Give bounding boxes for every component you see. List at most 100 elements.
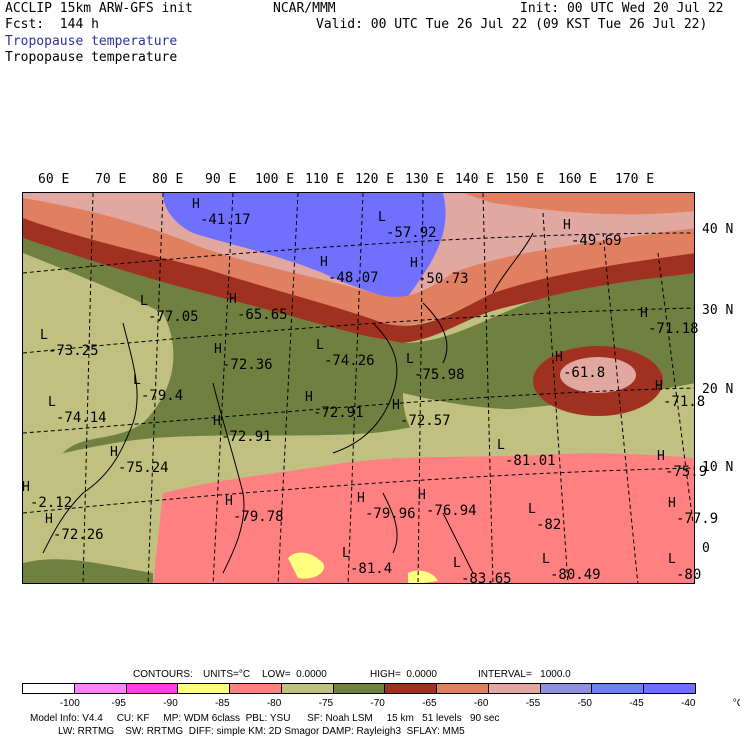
extremum-value: -80.49: [550, 567, 601, 583]
extremum-value: -49.69: [571, 233, 622, 249]
contours-interval: INTERVAL= 1000.0: [478, 669, 571, 680]
extremum-marker: L: [542, 552, 550, 567]
extremum-marker: H: [214, 342, 222, 357]
colorbar-swatch: [487, 683, 541, 694]
colorbar-tick: -80: [266, 698, 282, 709]
colorbar-tick: -45: [629, 698, 644, 709]
extremum-value: -79.96: [365, 506, 416, 522]
field-minus85-patch: [288, 552, 324, 579]
colorbar-tick: -50: [577, 698, 592, 709]
latitude-label: 20 N: [702, 382, 734, 397]
colorbar-swatch: [643, 683, 696, 694]
run-title: ACCLIP 15km ARW-GFS init: [5, 1, 193, 16]
longitude-label: 160 E: [558, 172, 598, 187]
extremum-value: -79.78: [233, 509, 284, 525]
longitude-label: 140 E: [455, 172, 495, 187]
extremum-value: -75.24: [118, 460, 169, 476]
extremum-marker: H: [320, 255, 328, 270]
contours-units: UNITS=°C: [203, 669, 251, 680]
longitude-label: 80 E: [152, 172, 184, 187]
latitude-label: 30 N: [702, 303, 734, 318]
extremum-value: -81.4: [350, 561, 393, 577]
longitude-label: 110 E: [305, 172, 345, 187]
contours-label: CONTOURS:: [133, 669, 193, 680]
contours-low: LOW= 0.0000: [262, 669, 327, 680]
extremum-marker: H: [110, 445, 118, 460]
extremum-marker: H: [45, 512, 53, 527]
extremum-value: -82: [536, 517, 562, 533]
extremum-marker: L: [133, 373, 141, 388]
longitude-label: 150 E: [505, 172, 545, 187]
map-panel: [22, 192, 695, 584]
extremum-value: -73.25: [48, 343, 99, 359]
extremum-value: -41.17: [200, 212, 251, 228]
colorbar-swatch: [22, 683, 75, 694]
extremum-value: -77.05: [148, 309, 199, 325]
extremum-marker: H: [192, 197, 200, 212]
center-name: NCAR/MMM: [273, 1, 336, 16]
colorbar-tick: -75: [318, 698, 334, 709]
extremum-marker: H: [357, 491, 365, 506]
map-field: [23, 193, 694, 583]
extremum-value: -65.65: [237, 307, 288, 323]
extremum-value: -72.91: [221, 429, 272, 445]
colorbar-swatch: [73, 683, 127, 694]
longitude-label: 70 E: [95, 172, 127, 187]
colorbar-swatch: [384, 683, 438, 694]
extremum-marker: H: [225, 494, 233, 509]
extremum-marker: L: [528, 502, 536, 517]
extremum-marker: L: [48, 395, 56, 410]
colorbar-swatch: [332, 683, 386, 694]
field-title-2: Tropopause temperature: [5, 50, 178, 65]
extremum-marker: L: [342, 546, 350, 561]
extremum-value: -72.36: [222, 357, 273, 373]
extremum-marker: H: [410, 256, 418, 271]
extremum-marker: L: [406, 352, 414, 367]
extremum-value: -72.57: [400, 413, 451, 429]
field-title-1: Tropopause temperature: [5, 34, 178, 49]
extremum-value: -48.07: [328, 270, 379, 286]
colorbar-tick: -60: [473, 698, 489, 709]
extremum-marker: H: [555, 350, 563, 365]
field-minus40-band: [163, 193, 446, 303]
contours-high: HIGH= 0.0000: [370, 669, 437, 680]
longitude-label: 90 E: [205, 172, 237, 187]
longitude-label: 100 E: [255, 172, 295, 187]
longitude-label: 60 E: [38, 172, 70, 187]
colorbar-swatch: [125, 683, 179, 694]
colorbar-swatch: [436, 683, 489, 694]
extremum-marker: H: [640, 306, 648, 321]
colorbar-tick: -40: [681, 698, 696, 709]
init-time: Init: 00 UTC Wed 20 Jul 22: [520, 1, 724, 16]
colorbar-tick: -85: [215, 698, 230, 709]
extremum-marker: L: [497, 438, 505, 453]
extremum-marker: H: [668, 496, 676, 511]
colorbar-swatch: [177, 683, 231, 694]
extremum-value: -76.94: [426, 503, 477, 519]
extremum-value: -72.26: [53, 527, 104, 543]
model-info-line-1: Model Info: V4.4 CU: KF MP: WDM 6class P…: [30, 713, 500, 724]
extremum-marker: H: [22, 480, 30, 495]
colorbar-tick: °C: [732, 698, 740, 709]
forecast-hour: Fcst: 144 h: [5, 17, 99, 32]
extremum-marker: H: [418, 488, 426, 503]
longitude-label: 170 E: [615, 172, 655, 187]
latitude-label: 10 N: [702, 460, 734, 475]
extremum-marker: L: [40, 328, 48, 343]
extremum-value: -83.65: [461, 571, 512, 587]
extremum-value: -2.12: [30, 495, 73, 511]
extremum-marker: L: [668, 552, 676, 567]
colorbar-swatch: [280, 683, 334, 694]
valid-time: Valid: 00 UTC Tue 26 Jul 22 (09 KST Tue …: [316, 17, 708, 32]
colorbar-swatch: [539, 683, 593, 694]
extremum-marker: H: [563, 218, 571, 233]
extremum-marker: H: [392, 398, 400, 413]
extremum-value: -71.8: [663, 394, 706, 410]
colorbar-tick: -65: [422, 698, 437, 709]
colorbar-tick: -55: [525, 698, 541, 709]
extremum-value: -71.18: [648, 321, 699, 337]
extremum-marker: H: [229, 292, 237, 307]
extremum-marker: H: [213, 414, 221, 429]
colorbar-tick: -90: [163, 698, 178, 709]
extremum-marker: H: [305, 390, 313, 405]
